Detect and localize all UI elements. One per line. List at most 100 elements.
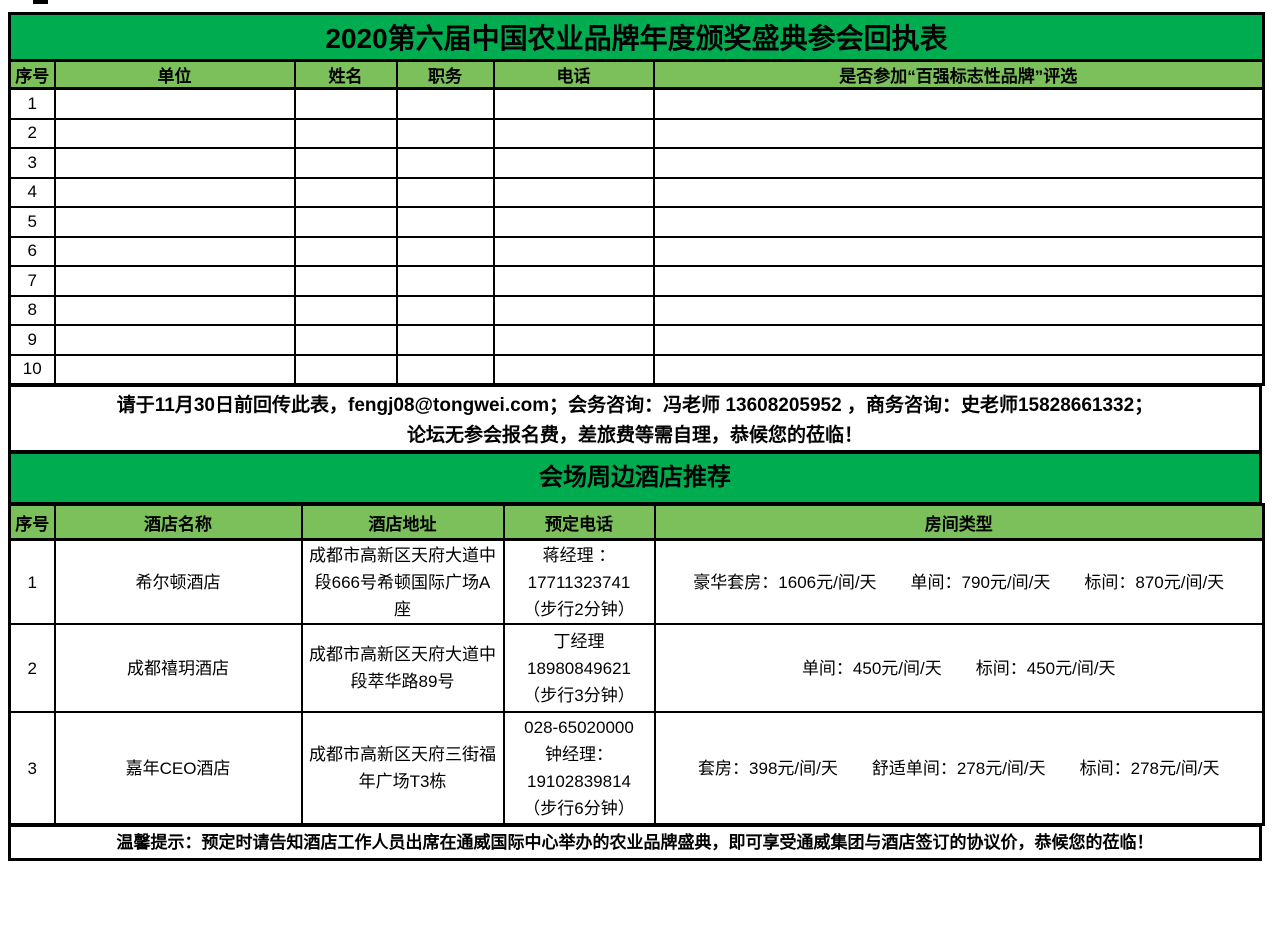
unit-cell[interactable] xyxy=(53,353,296,386)
unit-cell[interactable] xyxy=(53,176,296,208)
name-cell[interactable] xyxy=(293,235,398,267)
hotel-row-ceo: 3 嘉年CEO酒店 成都市高新区天府三街福年广场T3栋 028-65020000… xyxy=(8,711,1265,826)
name-cell[interactable] xyxy=(293,353,398,386)
hotel-row-joya: 2 成都禧玥酒店 成都市高新区天府大道中段萃华路89号 丁经理 18980849… xyxy=(8,623,1265,713)
hotel-col-booking-phone: 预定电话 xyxy=(502,503,656,541)
hotel-address: 成都市高新区天府三街福年广场T3栋 xyxy=(300,711,505,826)
phone-cell[interactable] xyxy=(492,235,655,267)
vote-cell[interactable] xyxy=(652,353,1265,386)
name-cell[interactable] xyxy=(293,294,398,326)
unit-cell[interactable] xyxy=(53,294,296,326)
position-cell[interactable] xyxy=(395,147,495,179)
name-cell[interactable] xyxy=(293,324,398,356)
phone-line: 17711323741 xyxy=(527,572,631,592)
hotel-booking-phone: 028-65020000 钟经理： 19102839814 （步行6分钟） xyxy=(502,711,656,826)
position-cell[interactable] xyxy=(395,176,495,208)
booking-reminder: 温馨提示：预定时请告知酒店工作人员出席在通威国际中心举办的农业品牌盛典，即可享受… xyxy=(8,824,1262,861)
hotels-section-title: 会场周边酒店推荐 xyxy=(8,451,1262,505)
row-number: 10 xyxy=(8,353,56,386)
phone-cell[interactable] xyxy=(492,353,655,386)
name-cell[interactable] xyxy=(293,206,398,238)
vote-cell[interactable] xyxy=(652,206,1265,238)
hotel-room-types: 套房：398元/间/天 舒适单间：278元/间/天 标间：278元/间/天 xyxy=(653,711,1265,826)
registration-row: 1 xyxy=(8,87,1265,120)
phone-cell[interactable] xyxy=(492,87,655,120)
screenshot-artifact xyxy=(33,0,48,4)
hotel-room-types: 豪华套房：1606元/间/天 单间：790元/间/天 标间：870元/间/天 xyxy=(653,538,1265,625)
hotel-number: 1 xyxy=(8,538,56,625)
position-cell[interactable] xyxy=(395,87,495,120)
hotel-name: 成都禧玥酒店 xyxy=(53,623,303,713)
position-cell[interactable] xyxy=(395,265,495,297)
vote-cell[interactable] xyxy=(652,87,1265,120)
row-number: 9 xyxy=(8,324,56,356)
phone-cell[interactable] xyxy=(492,294,655,326)
registration-row: 4 xyxy=(8,176,1265,208)
hotel-col-room-types: 房间类型 xyxy=(653,503,1265,541)
name-cell[interactable] xyxy=(293,147,398,179)
phone-cell[interactable] xyxy=(492,147,655,179)
registration-row: 7 xyxy=(8,265,1265,297)
hotels-header-row: 序号 酒店名称 酒店地址 预定电话 房间类型 xyxy=(8,503,1265,541)
col-header-phone: 电话 xyxy=(492,59,655,90)
vote-cell[interactable] xyxy=(652,176,1265,208)
phone-cell[interactable] xyxy=(492,176,655,208)
unit-cell[interactable] xyxy=(53,235,296,267)
row-number: 7 xyxy=(8,265,56,297)
registration-row: 2 xyxy=(8,117,1265,149)
position-cell[interactable] xyxy=(395,324,495,356)
hotel-col-name: 酒店名称 xyxy=(53,503,303,541)
hotels-table: 序号 酒店名称 酒店地址 预定电话 房间类型 1 希尔顿酒店 成都市高新区天府大… xyxy=(8,503,1265,826)
registration-table: 2020第六届中国农业品牌年度颁奖盛典参会回执表 序号 单位 姓名 职务 电话 … xyxy=(8,12,1266,386)
hotel-number: 3 xyxy=(8,711,56,826)
unit-cell[interactable] xyxy=(53,265,296,297)
position-cell[interactable] xyxy=(395,235,495,267)
row-number: 3 xyxy=(8,147,56,179)
registration-row: 8 xyxy=(8,294,1265,326)
col-header-name: 姓名 xyxy=(293,59,398,90)
hotel-col-address: 酒店地址 xyxy=(300,503,505,541)
registration-row: 9 xyxy=(8,324,1265,356)
vote-cell[interactable] xyxy=(652,265,1265,297)
return-instructions: 请于11月30日前回传此表，fengj08@tongwei.com；会务咨询：冯… xyxy=(8,384,1262,453)
registration-header-row: 序号 单位 姓名 职务 电话 是否参加“百强标志性品牌”评选 xyxy=(8,59,1265,90)
hotel-booking-phone: 蒋经理 ： 17711323741 （步行2分钟） xyxy=(502,538,656,625)
position-cell[interactable] xyxy=(395,353,495,386)
registration-row: 10 xyxy=(8,353,1265,386)
unit-cell[interactable] xyxy=(53,87,296,120)
phone-line: 丁经理 xyxy=(553,631,605,651)
name-cell[interactable] xyxy=(293,176,398,208)
position-cell[interactable] xyxy=(395,117,495,149)
col-header-position: 职务 xyxy=(395,59,495,90)
form-title: 2020第六届中国农业品牌年度颁奖盛典参会回执表 xyxy=(8,12,1265,62)
return-instructions-line1: 请于11月30日前回传此表，fengj08@tongwei.com；会务咨询：冯… xyxy=(116,395,1154,416)
phone-cell[interactable] xyxy=(492,206,655,238)
registration-row: 3 xyxy=(8,147,1265,179)
phone-line: 18980849621 xyxy=(526,658,631,678)
phone-cell[interactable] xyxy=(492,324,655,356)
vote-cell[interactable] xyxy=(652,294,1265,326)
registration-row: 5 xyxy=(8,206,1265,238)
name-cell[interactable] xyxy=(293,117,398,149)
vote-cell[interactable] xyxy=(652,235,1265,267)
row-number: 5 xyxy=(8,206,56,238)
unit-cell[interactable] xyxy=(53,117,296,149)
unit-cell[interactable] xyxy=(53,206,296,238)
hotel-col-index: 序号 xyxy=(8,503,56,541)
phone-line: 19102839814 xyxy=(526,772,631,791)
return-instructions-line2: 论坛无参会报名费，差旅费等需自理，恭候您的莅临！ xyxy=(406,425,863,446)
phone-cell[interactable] xyxy=(492,265,655,297)
position-cell[interactable] xyxy=(395,206,495,238)
position-cell[interactable] xyxy=(395,294,495,326)
vote-cell[interactable] xyxy=(652,147,1265,179)
vote-cell[interactable] xyxy=(652,324,1265,356)
unit-cell[interactable] xyxy=(53,324,296,356)
name-cell[interactable] xyxy=(293,87,398,120)
hotel-booking-phone: 丁经理 18980849621 （步行3分钟） xyxy=(502,623,656,713)
unit-cell[interactable] xyxy=(53,147,296,179)
phone-cell[interactable] xyxy=(492,117,655,149)
vote-cell[interactable] xyxy=(652,117,1265,149)
col-header-unit: 单位 xyxy=(53,59,296,90)
name-cell[interactable] xyxy=(293,265,398,297)
